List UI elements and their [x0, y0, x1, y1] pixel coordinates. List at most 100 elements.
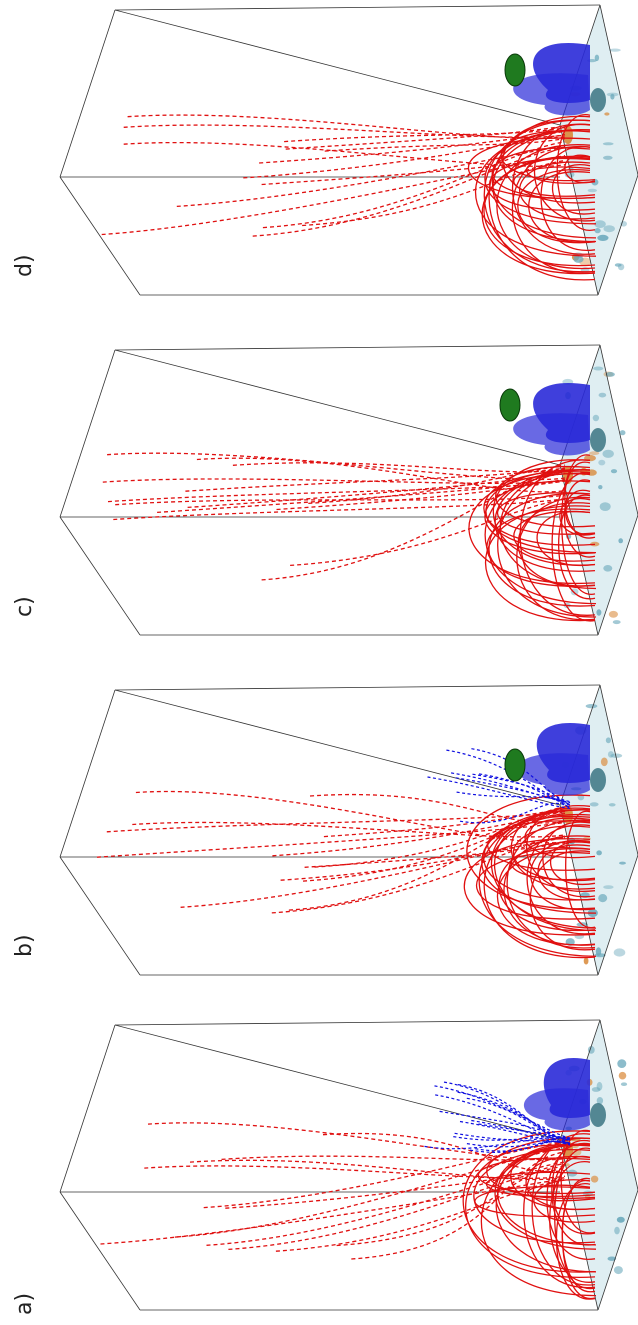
closed-field-loop [496, 492, 596, 535]
closed-field-loop [556, 114, 596, 231]
box-edge [597, 514, 638, 636]
closed-field-loop [559, 497, 596, 536]
closed-field-loop [496, 848, 596, 946]
open-field-line [102, 478, 566, 484]
surface-spot [602, 449, 614, 458]
surface-spot [618, 538, 623, 544]
open-field-line [225, 1167, 566, 1209]
surface-spot [598, 459, 606, 466]
closed-field-loop [554, 1147, 596, 1289]
blue-open-field-line [479, 773, 571, 806]
open-field-line [232, 462, 566, 473]
box-edge [114, 1024, 561, 1141]
closed-field-loop [510, 1143, 596, 1210]
closed-field-loop [561, 454, 596, 595]
box-edge [114, 344, 601, 351]
closed-field-loop [477, 1157, 596, 1195]
closed-field-loop [485, 1171, 596, 1198]
closed-field-loop [533, 1179, 596, 1223]
panel-a: a) [12, 1019, 638, 1315]
open-field-line [189, 1159, 566, 1181]
open-field-line [272, 812, 566, 857]
box-edge [114, 9, 561, 126]
polarity-spot-dark [590, 1103, 606, 1127]
surface-spot [610, 469, 618, 474]
open-field-line [322, 1132, 566, 1173]
panel-b: b) [12, 684, 638, 976]
box-edge [59, 1024, 116, 1193]
closed-field-loop [483, 119, 596, 273]
blue-open-field-line [455, 777, 571, 804]
blue-open-field-line [466, 1097, 571, 1139]
blue-open-field-line [443, 1081, 571, 1145]
surface-spot [599, 502, 611, 511]
closed-field-loop [484, 469, 597, 605]
open-field-line [106, 810, 566, 833]
surface-spot [594, 953, 606, 958]
surface-spot [594, 220, 606, 229]
open-field-line [144, 1165, 566, 1180]
polarity-spot-dark [590, 768, 606, 792]
panel-label-a: a) [12, 1293, 37, 1315]
surface-spot [617, 1059, 627, 1068]
closed-field-loop [564, 154, 596, 184]
surface-spot [572, 1148, 582, 1156]
closed-field-loop [516, 496, 596, 621]
panel-label-d: d) [12, 254, 37, 277]
closed-field-loop [492, 459, 596, 566]
closed-field-loop [499, 469, 597, 590]
surface-spot [596, 850, 602, 856]
blue-open-field-line [457, 1091, 571, 1141]
blue-open-field-line [471, 1119, 571, 1145]
blue-flux-rope-icon [513, 413, 590, 456]
green-plasmoid-icon [504, 748, 526, 782]
open-field-line [285, 125, 566, 150]
surface-spot [609, 48, 621, 52]
closed-field-loop [560, 1130, 596, 1234]
closed-field-loop [526, 805, 596, 892]
blue-open-field-line [475, 1137, 571, 1152]
box-edge [59, 9, 116, 178]
closed-field-loop [564, 461, 596, 539]
open-field-line [323, 808, 566, 838]
surface-spot [602, 142, 614, 146]
box-edge [559, 804, 599, 976]
surface-spot [620, 1082, 628, 1086]
surface-spot [612, 620, 621, 625]
open-field-line [176, 145, 566, 208]
closed-field-loop [483, 814, 596, 959]
closed-field-loop [552, 1155, 596, 1235]
box-edge [599, 1019, 638, 1191]
open-field-line [101, 155, 566, 236]
closed-field-loop [465, 1137, 596, 1278]
surface-spot [600, 757, 608, 767]
open-field-line [115, 494, 566, 506]
box-edge [114, 1019, 601, 1026]
open-field-line [221, 1155, 566, 1161]
box-edge [59, 689, 116, 858]
box-edge [599, 684, 638, 856]
closed-field-loop [551, 164, 596, 215]
closed-field-loop [485, 505, 596, 622]
blue-open-field-line [439, 1110, 571, 1145]
closed-field-loop [497, 469, 597, 618]
surface-spot [607, 1256, 617, 1261]
box-edge [59, 176, 141, 296]
box-edge [59, 516, 141, 636]
blue-open-field-line [457, 1084, 571, 1145]
open-field-line [203, 1140, 566, 1209]
panel-c: c) [12, 344, 638, 636]
closed-field-loop [523, 1137, 596, 1288]
box-edge [59, 856, 141, 976]
closed-field-loop [510, 807, 596, 890]
closed-field-loop [496, 144, 596, 270]
open-field-line [261, 156, 566, 186]
blue-open-field-line [451, 772, 571, 804]
closed-field-loop [463, 838, 596, 936]
closed-field-loop [517, 502, 596, 587]
blue-open-field-line [454, 1132, 571, 1144]
closed-field-loop [511, 123, 596, 255]
surface-spot [573, 255, 584, 263]
closed-field-loop [549, 1161, 596, 1283]
surface-spot [585, 704, 598, 709]
